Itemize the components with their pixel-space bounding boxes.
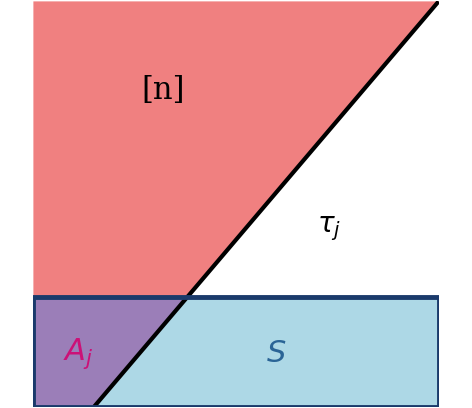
Text: $S$: $S$ <box>266 338 287 369</box>
Polygon shape <box>94 297 438 407</box>
Polygon shape <box>187 1 438 297</box>
Text: [n]: [n] <box>141 75 185 106</box>
Text: $A_j$: $A_j$ <box>63 337 93 371</box>
Text: $\tau_j$: $\tau_j$ <box>317 214 341 243</box>
Polygon shape <box>34 1 438 297</box>
Polygon shape <box>34 297 187 407</box>
Bar <box>34 297 438 407</box>
